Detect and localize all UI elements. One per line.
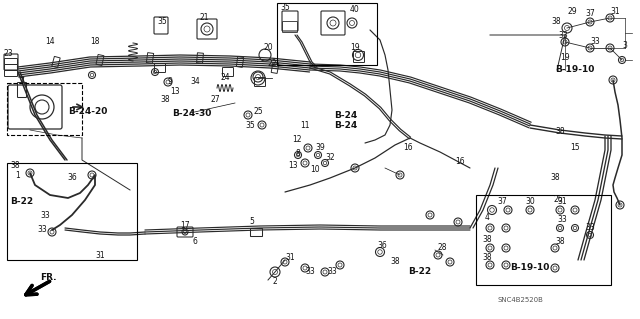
Text: 33: 33 <box>558 31 568 40</box>
Text: 12: 12 <box>292 136 301 145</box>
Text: 27: 27 <box>210 95 220 105</box>
Text: 33: 33 <box>40 211 50 219</box>
Bar <box>236 57 244 67</box>
Text: 35: 35 <box>280 4 290 12</box>
Text: 14: 14 <box>45 38 55 47</box>
Text: 29: 29 <box>567 8 577 17</box>
Text: 35: 35 <box>245 121 255 130</box>
Text: 34: 34 <box>190 78 200 86</box>
Text: 11: 11 <box>300 121 310 130</box>
Text: SNC4B2520B: SNC4B2520B <box>497 297 543 303</box>
Text: 5: 5 <box>250 218 255 226</box>
Text: 38: 38 <box>482 254 492 263</box>
Text: B-24: B-24 <box>334 110 358 120</box>
Bar <box>277 3 377 65</box>
Text: B-22: B-22 <box>10 197 33 206</box>
Bar <box>476 195 611 285</box>
Text: 37: 37 <box>497 197 507 206</box>
Text: 9: 9 <box>168 78 172 86</box>
Text: B-24-30: B-24-30 <box>172 108 212 117</box>
Text: 33: 33 <box>37 226 47 234</box>
Text: B-24-20: B-24-20 <box>68 108 108 116</box>
Bar <box>196 53 204 63</box>
Bar <box>96 55 104 65</box>
Text: 25: 25 <box>253 108 263 116</box>
Text: B-19-10: B-19-10 <box>556 65 595 75</box>
Text: 15: 15 <box>570 144 580 152</box>
Text: 13: 13 <box>170 87 180 97</box>
Text: 37: 37 <box>585 10 595 19</box>
Text: 39: 39 <box>315 144 325 152</box>
Text: 38: 38 <box>555 238 565 247</box>
Bar <box>52 56 60 68</box>
Text: 38: 38 <box>551 18 561 26</box>
Text: 22: 22 <box>268 58 276 68</box>
Text: 2: 2 <box>273 278 277 286</box>
Text: 33: 33 <box>590 38 600 47</box>
Text: 4: 4 <box>484 213 490 222</box>
Text: 20: 20 <box>263 42 273 51</box>
Text: 31: 31 <box>610 8 620 17</box>
Text: 38: 38 <box>482 235 492 244</box>
Text: 33: 33 <box>557 216 567 225</box>
Text: 35: 35 <box>157 18 167 26</box>
Bar <box>271 63 279 73</box>
Text: 36: 36 <box>67 174 77 182</box>
Text: B-22: B-22 <box>408 268 431 277</box>
Text: 21: 21 <box>199 12 209 21</box>
Text: 33: 33 <box>305 268 315 277</box>
Text: 38: 38 <box>160 95 170 105</box>
Bar <box>147 53 154 63</box>
Bar <box>7 163 137 260</box>
Text: 10: 10 <box>310 166 320 174</box>
Text: 7: 7 <box>20 78 24 86</box>
Text: FR.: FR. <box>40 272 56 281</box>
Bar <box>250 228 262 236</box>
Text: 38: 38 <box>555 128 565 137</box>
Text: 13: 13 <box>288 160 298 169</box>
Text: 24: 24 <box>220 73 230 83</box>
Text: 40: 40 <box>350 5 360 14</box>
Text: 38: 38 <box>390 257 400 266</box>
Bar <box>7 83 82 135</box>
Text: 36: 36 <box>377 241 387 249</box>
Text: B-24: B-24 <box>334 121 358 130</box>
Text: 31: 31 <box>285 254 295 263</box>
Text: 19: 19 <box>560 54 570 63</box>
Text: 32: 32 <box>325 153 335 162</box>
Text: 1: 1 <box>15 170 20 180</box>
Text: 30: 30 <box>525 197 535 206</box>
Text: 6: 6 <box>193 238 197 247</box>
Text: 26: 26 <box>553 196 563 204</box>
Text: 18: 18 <box>90 38 100 47</box>
Text: 19: 19 <box>350 43 360 53</box>
Text: 16: 16 <box>455 158 465 167</box>
Text: 33: 33 <box>327 268 337 277</box>
Text: 16: 16 <box>403 144 413 152</box>
Text: 38: 38 <box>10 160 20 169</box>
Text: 8: 8 <box>296 149 300 158</box>
FancyArrowPatch shape <box>26 281 49 295</box>
Text: B-19-10: B-19-10 <box>510 263 550 272</box>
Text: 17: 17 <box>180 220 190 229</box>
Text: 3: 3 <box>623 41 627 49</box>
Text: 31: 31 <box>95 250 105 259</box>
Text: 23: 23 <box>3 48 13 57</box>
Text: 28: 28 <box>437 243 447 253</box>
Text: 38: 38 <box>550 174 560 182</box>
Text: 33: 33 <box>585 224 595 233</box>
Text: 31: 31 <box>557 197 567 206</box>
